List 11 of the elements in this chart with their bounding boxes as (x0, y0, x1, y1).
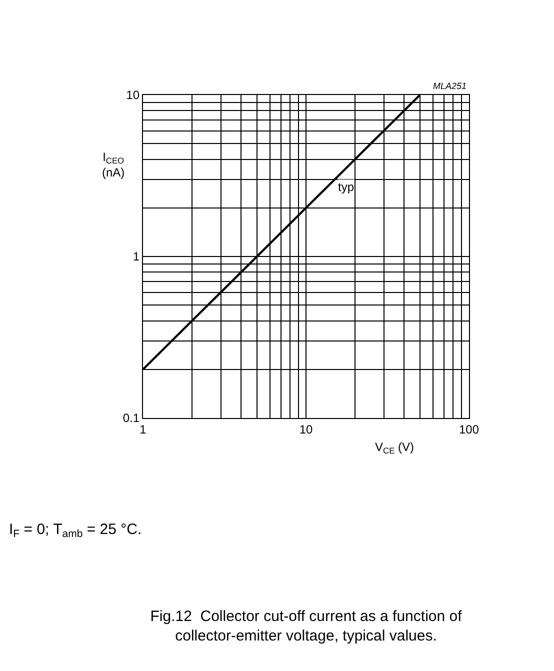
x-tick-label: 10 (299, 422, 313, 436)
y-tick-label: 0.1 (122, 411, 140, 426)
annotation: typ (338, 180, 354, 194)
y-tick-label: 1 (132, 250, 140, 264)
text: Fig.12 Collector cut-off current as a function of collector-emitter voltage, typical values. (150, 608, 463, 644)
text: I$_{F}$ = 0; T$_{amb}$ = 25 °C. (9, 521, 142, 540)
text: MLA251 (433, 81, 467, 91)
x-tick-label: 100 (458, 422, 480, 436)
x-axis-title: V$_{CE}$ (V) (375, 440, 414, 456)
y-axis-title: I$_{CEO}$ (nA) (102, 150, 125, 180)
y-tick-label: 10 (126, 88, 140, 102)
